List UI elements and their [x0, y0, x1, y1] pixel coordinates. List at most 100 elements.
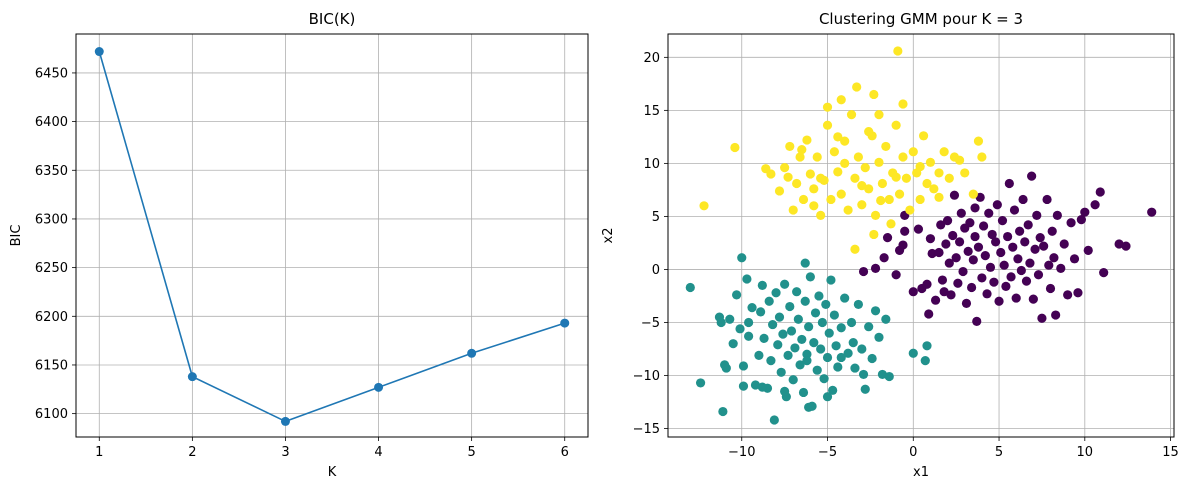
scatter-point-cluster-1 — [884, 371, 894, 382]
bic-grid — [76, 34, 588, 437]
scatter-point-cluster-1 — [860, 384, 870, 394]
scatter-point-cluster-2 — [944, 173, 954, 183]
scatter-point-cluster-2 — [874, 157, 884, 167]
scatter-point-cluster-0 — [1009, 205, 1020, 215]
scatter-point-cluster-1 — [805, 272, 815, 282]
scatter-point-cluster-0 — [1069, 254, 1080, 264]
scatter-point-cluster-2 — [876, 195, 886, 206]
bic-data-point — [560, 318, 570, 328]
scatter-point-cluster-1 — [795, 360, 805, 370]
scatter-point-cluster-1 — [802, 356, 812, 366]
y-tick-label: 0 — [652, 263, 660, 278]
gmm-x-axis-label: x1 — [913, 465, 929, 480]
scatter-point-cluster-0 — [1099, 268, 1109, 278]
x-tick-label: 10 — [1077, 445, 1094, 460]
scatter-point-cluster-0 — [958, 266, 968, 277]
scatter-point-cluster-0 — [882, 233, 893, 243]
scatter-point-cluster-0 — [936, 220, 946, 230]
scatter-point-cluster-1 — [738, 361, 749, 371]
scatter-point-cluster-0 — [908, 287, 918, 297]
bic-data-point — [94, 47, 104, 57]
scatter-point-cluster-1 — [774, 312, 785, 322]
x-tick-label: 3 — [281, 445, 289, 460]
scatter-point-cluster-2 — [925, 157, 936, 167]
scatter-point-cluster-0 — [1080, 207, 1090, 217]
scatter-point-cluster-0 — [970, 231, 980, 242]
scatter-point-cluster-1 — [840, 293, 850, 303]
scatter-point-cluster-1 — [822, 352, 833, 363]
scatter-point-cluster-1 — [720, 360, 730, 370]
scatter-point-cluster-0 — [1016, 265, 1026, 276]
scatter-point-cluster-1 — [754, 350, 764, 360]
scatter-point-cluster-0 — [1051, 310, 1061, 320]
scatter-point-cluster-1 — [757, 280, 767, 290]
scatter-point-cluster-0 — [898, 240, 908, 250]
bic-y-axis-label: BIC — [9, 225, 24, 247]
scatter-point-cluster-1 — [853, 299, 863, 310]
scatter-point-cluster-1 — [836, 323, 846, 333]
scatter-point-cluster-2 — [802, 135, 812, 145]
scatter-point-cluster-2 — [829, 147, 839, 157]
scatter-point-cluster-0 — [953, 278, 963, 288]
scatter-point-cluster-0 — [1047, 226, 1057, 236]
scatter-point-cluster-0 — [944, 258, 954, 268]
scatter-point-cluster-1 — [738, 381, 749, 391]
scatter-point-cluster-1 — [732, 290, 742, 300]
y-tick-label: −15 — [633, 422, 660, 437]
scatter-point-cluster-1 — [744, 317, 754, 328]
scatter-point-cluster-1 — [757, 382, 767, 392]
scatter-point-cluster-0 — [1001, 281, 1011, 292]
scatter-point-cluster-0 — [1030, 244, 1040, 254]
scatter-point-cluster-1 — [716, 317, 726, 328]
x-tick-label: 1 — [95, 445, 103, 460]
scatter-point-cluster-0 — [979, 221, 989, 231]
scatter-point-cluster-2 — [797, 144, 807, 155]
scatter-point-cluster-1 — [780, 279, 790, 289]
scatter-point-cluster-1 — [874, 332, 884, 342]
scatter-point-cluster-1 — [846, 317, 857, 328]
y-tick-label: 6300 — [35, 212, 68, 227]
scatter-point-cluster-2 — [816, 210, 826, 220]
scatter-point-cluster-0 — [1039, 241, 1049, 251]
scatter-point-cluster-0 — [999, 260, 1009, 270]
scatter-point-cluster-0 — [948, 230, 958, 241]
scatter-point-cluster-2 — [826, 194, 836, 205]
y-tick-label: 6100 — [35, 407, 68, 422]
scatter-point-cluster-1 — [771, 288, 781, 298]
scatter-point-cluster-0 — [1063, 290, 1073, 300]
scatter-point-cluster-0 — [900, 226, 910, 236]
scatter-point-cluster-2 — [874, 110, 884, 120]
gmm-scatter-chart: −10 −5 0 5 10 15 −15 −10 −5 0 5 10 15 20 Clustering G… — [601, 10, 1179, 480]
x-tick-label: 6 — [561, 445, 569, 460]
y-tick-label: 6250 — [35, 261, 68, 276]
scatter-point-cluster-1 — [793, 314, 803, 324]
bic-axes-frame — [75, 33, 589, 438]
scatter-point-cluster-0 — [927, 248, 937, 259]
scatter-point-cluster-2 — [915, 161, 925, 172]
scatter-point-cluster-0 — [987, 229, 997, 240]
scatter-point-cluster-2 — [894, 189, 905, 199]
scatter-point-cluster-0 — [970, 203, 980, 213]
scatter-point-cluster-0 — [942, 216, 953, 226]
scatter-point-cluster-2 — [788, 205, 798, 215]
scatter-point-cluster-2 — [864, 184, 874, 194]
scatter-point-cluster-2 — [954, 155, 965, 165]
scatter-point-cluster-2 — [898, 99, 908, 109]
scatter-point-cluster-2 — [836, 95, 846, 105]
scatter-point-cluster-1 — [821, 299, 831, 310]
bic-series-line — [98, 51, 565, 423]
scatter-point-cluster-0 — [879, 253, 889, 263]
gmm-chart-title: Clustering GMM pour K = 3 — [819, 10, 1023, 28]
scatter-point-cluster-0 — [1052, 210, 1062, 220]
scatter-point-cluster-2 — [850, 244, 860, 254]
scatter-point-cluster-0 — [949, 190, 960, 200]
scatter-point-cluster-2 — [809, 184, 819, 194]
scatter-point-cluster-2 — [869, 229, 879, 240]
bic-x-axis-label: K — [328, 465, 337, 480]
scatter-point-cluster-2 — [833, 167, 843, 177]
scatter-point-cluster-0 — [1013, 254, 1023, 264]
scatter-point-cluster-2 — [795, 152, 805, 162]
gmm-ticks: −10 −5 0 5 10 15 −15 −10 −5 0 5 10 15 20 — [633, 51, 1179, 460]
scatter-point-cluster-0 — [1006, 272, 1016, 282]
scatter-point-cluster-1 — [836, 352, 846, 363]
